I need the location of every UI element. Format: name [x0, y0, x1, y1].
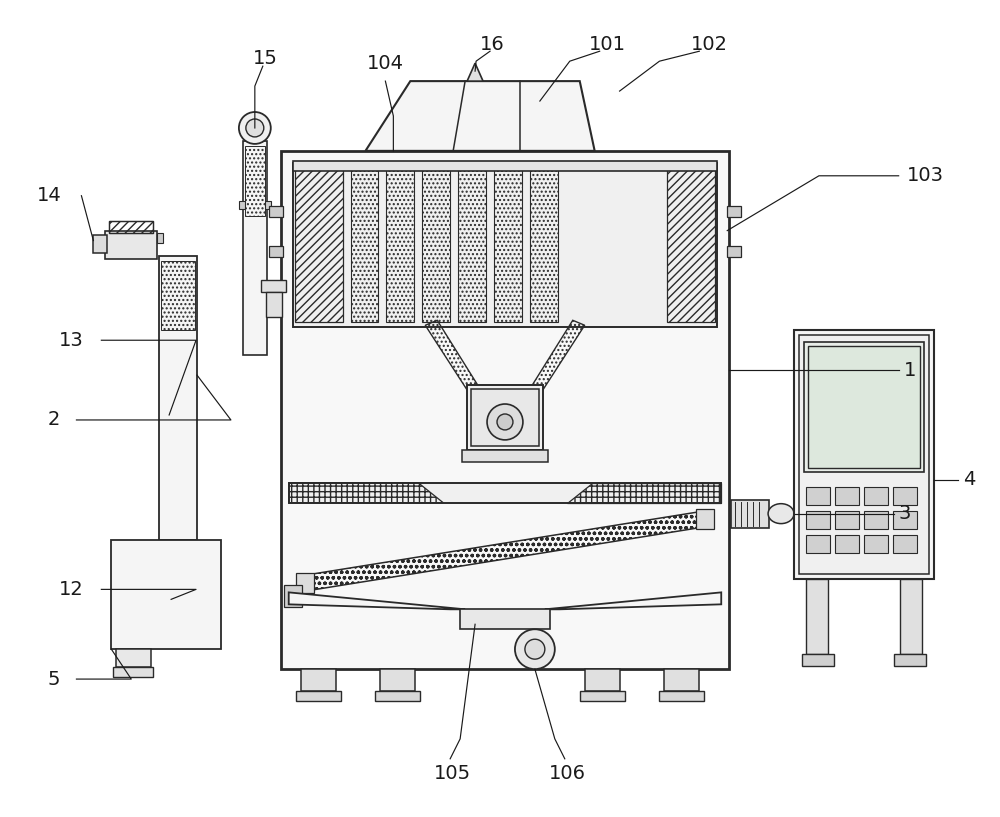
Bar	[269, 206, 283, 217]
Bar	[380, 669, 415, 691]
Bar	[585, 669, 620, 691]
Text: 3: 3	[899, 504, 911, 523]
Text: 15: 15	[253, 49, 278, 68]
Bar	[116, 650, 151, 667]
Bar	[296, 574, 314, 593]
Bar	[806, 487, 830, 505]
Bar	[864, 487, 888, 505]
Bar	[835, 511, 859, 529]
Bar	[494, 167, 522, 322]
Bar	[293, 163, 717, 328]
Bar	[269, 246, 283, 257]
Bar	[727, 246, 741, 257]
Bar	[239, 201, 245, 208]
Circle shape	[497, 414, 513, 430]
Bar	[806, 579, 828, 654]
Bar	[864, 511, 888, 529]
Bar	[159, 256, 197, 539]
Bar	[580, 691, 625, 701]
Bar	[835, 534, 859, 552]
Bar	[794, 330, 934, 579]
Bar	[893, 487, 917, 505]
Bar	[802, 654, 834, 666]
Bar	[265, 201, 271, 208]
Bar	[113, 667, 153, 677]
Bar	[266, 292, 282, 317]
Text: 101: 101	[589, 35, 626, 54]
Circle shape	[246, 119, 264, 137]
Bar	[293, 161, 717, 171]
Bar	[351, 167, 378, 322]
Bar	[664, 669, 699, 691]
Bar	[161, 261, 195, 330]
Text: 103: 103	[907, 167, 944, 185]
Bar	[109, 221, 153, 233]
Bar	[806, 534, 830, 552]
Bar	[900, 579, 922, 654]
Bar	[111, 539, 221, 650]
Bar	[93, 234, 107, 252]
Text: 16: 16	[480, 35, 504, 54]
Bar	[157, 233, 163, 243]
Bar	[727, 206, 741, 217]
Bar	[386, 167, 414, 322]
Bar	[109, 221, 153, 233]
Text: 1: 1	[904, 360, 916, 380]
Bar	[696, 509, 714, 529]
Bar	[301, 669, 336, 691]
Bar	[289, 483, 721, 502]
Bar	[804, 342, 924, 471]
Text: 12: 12	[59, 580, 83, 599]
Bar	[281, 151, 729, 669]
Bar	[835, 487, 859, 505]
Text: 14: 14	[37, 186, 61, 205]
Bar	[296, 691, 341, 701]
Bar	[422, 167, 450, 322]
Circle shape	[239, 112, 271, 144]
Text: 105: 105	[434, 764, 471, 784]
Bar	[105, 230, 157, 258]
Bar	[894, 654, 926, 666]
Bar	[261, 280, 286, 292]
Bar	[731, 500, 769, 528]
Polygon shape	[289, 592, 465, 609]
Bar	[458, 167, 486, 322]
Bar	[808, 346, 920, 468]
Text: 4: 4	[963, 471, 976, 489]
Circle shape	[487, 404, 523, 440]
Circle shape	[525, 639, 545, 659]
Text: 13: 13	[59, 331, 83, 350]
Bar	[806, 511, 830, 529]
Ellipse shape	[768, 503, 794, 524]
Bar	[530, 167, 558, 322]
Polygon shape	[467, 63, 483, 81]
Bar	[864, 534, 888, 552]
Bar	[893, 511, 917, 529]
Bar	[375, 691, 420, 701]
Text: 106: 106	[549, 764, 586, 784]
Bar	[471, 389, 539, 446]
Text: 5: 5	[47, 670, 60, 689]
Bar	[295, 167, 343, 322]
Text: 102: 102	[691, 35, 728, 54]
Bar	[462, 450, 548, 462]
Bar	[245, 146, 265, 216]
Bar	[460, 609, 550, 629]
Bar	[243, 141, 267, 355]
Text: 104: 104	[367, 54, 404, 73]
Polygon shape	[545, 592, 721, 609]
Bar	[893, 534, 917, 552]
Bar	[667, 167, 715, 322]
Bar	[659, 691, 704, 701]
Bar	[284, 586, 302, 607]
Text: 2: 2	[47, 410, 60, 430]
Polygon shape	[365, 81, 595, 151]
Bar	[799, 335, 929, 574]
Bar	[467, 385, 543, 450]
Circle shape	[515, 629, 555, 669]
